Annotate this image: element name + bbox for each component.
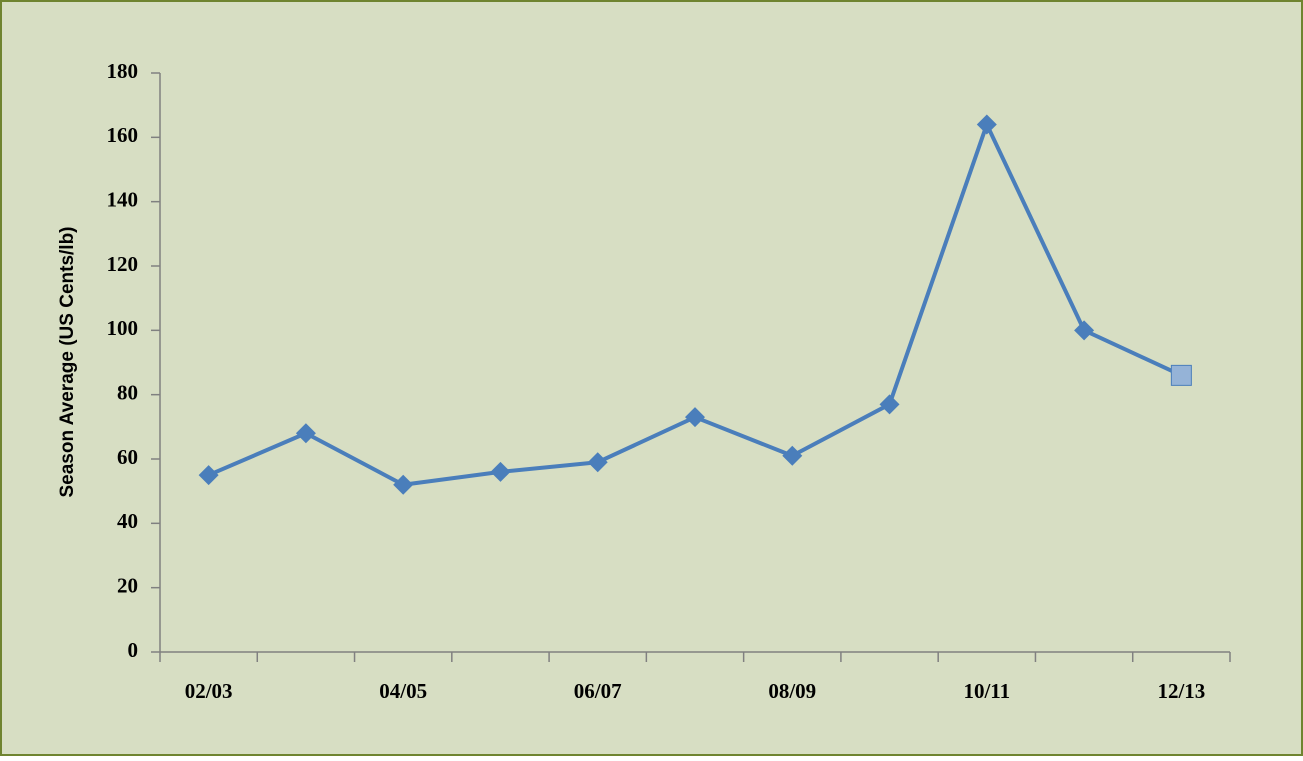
x-tick-label: 06/07: [574, 679, 622, 703]
y-tick-label: 40: [117, 509, 138, 533]
x-tick-label: 02/03: [185, 679, 233, 703]
x-tick-label: 12/13: [1157, 679, 1205, 703]
x-tick-label: 08/09: [768, 679, 816, 703]
y-tick-label: 100: [107, 316, 139, 340]
x-tick-label: 04/05: [379, 679, 427, 703]
marker: [976, 114, 997, 135]
marker: [1074, 320, 1095, 341]
y-tick-label: 160: [107, 123, 139, 147]
y-tick-label: 0: [128, 638, 139, 662]
marker: [587, 452, 608, 473]
y-tick-label: 180: [107, 59, 139, 83]
marker: [490, 461, 511, 482]
y-tick-label: 60: [117, 445, 138, 469]
y-tick-label: 80: [117, 380, 138, 404]
marker: [782, 445, 803, 466]
x-tick-label: 10/11: [963, 679, 1010, 703]
marker: [1170, 364, 1192, 386]
marker: [198, 465, 219, 486]
marker: [685, 407, 705, 428]
y-tick-label: 140: [107, 187, 139, 211]
y-tick-label: 20: [117, 573, 138, 597]
marker: [393, 474, 414, 495]
y-tick-label: 120: [107, 252, 139, 276]
y-axis-label: Season Average (US Cents/lb): [57, 226, 78, 497]
marker: [295, 423, 316, 444]
marker: [879, 394, 900, 415]
